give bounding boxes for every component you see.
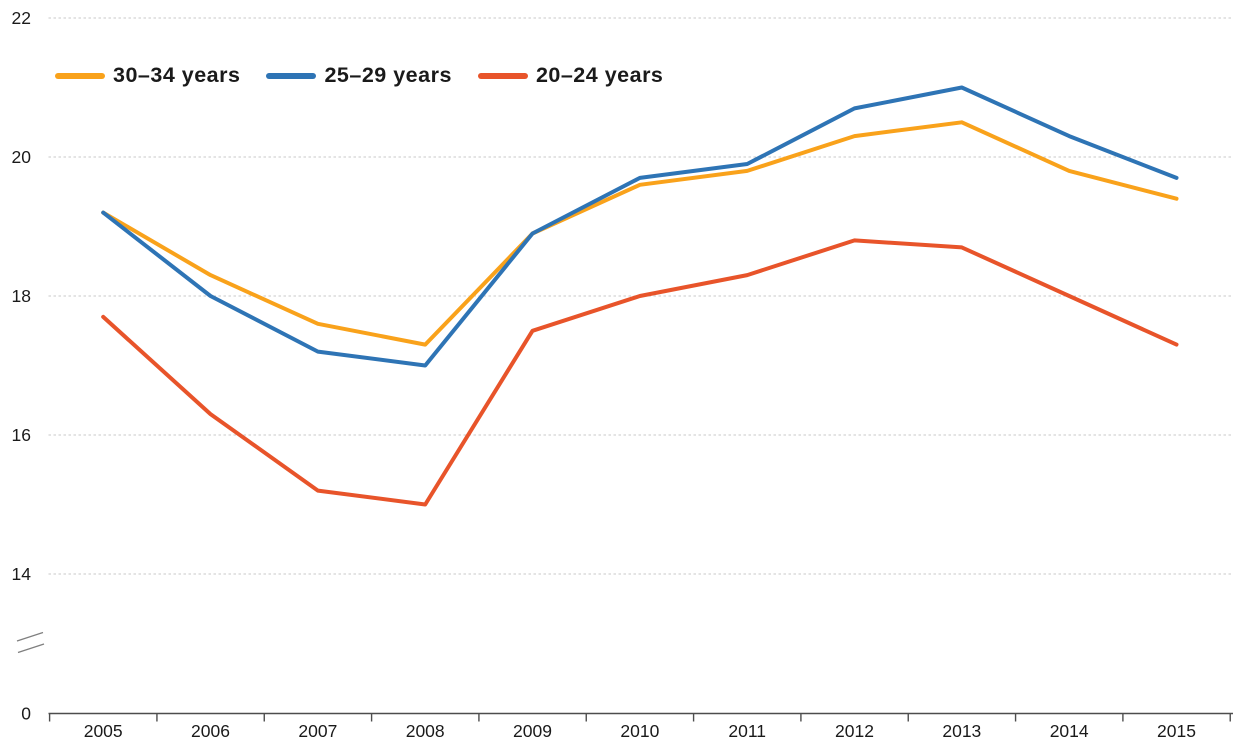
axis-break-icon	[17, 643, 45, 654]
x-axis-label-2011: 2011	[728, 721, 766, 741]
y-axis-label-16: 16	[12, 425, 31, 445]
x-axis-label-2015: 2015	[1157, 721, 1196, 741]
x-axis-label-2006: 2006	[191, 721, 230, 741]
chart-legend: 30–34 years 25–29 years 20–24 years	[55, 63, 663, 88]
legend-item-25-29-years: 25–29 years	[266, 63, 451, 88]
legend-item-30-34-years: 30–34 years	[55, 63, 240, 88]
x-axis-label-2010: 2010	[620, 721, 659, 741]
legend-label: 25–29 years	[324, 63, 452, 87]
x-axis-label-2008: 2008	[406, 721, 445, 741]
series-line-20-24-years	[101, 238, 1179, 507]
axis-break-icon	[16, 631, 44, 642]
legend-line-swatch-icon	[477, 72, 528, 79]
legend-line-swatch-icon	[266, 72, 317, 79]
legend-label: 30–34 years	[113, 63, 241, 87]
legend-label: 20–24 years	[535, 63, 664, 87]
x-axis-label-2005: 2005	[84, 721, 123, 741]
legend-line-swatch-icon	[55, 72, 105, 79]
series-line-25-29-years	[101, 85, 1179, 368]
legend-item-20-24-years: 20–24 years	[477, 63, 664, 88]
x-axis-label-2013: 2013	[942, 721, 981, 741]
x-axis-label-2009: 2009	[513, 721, 552, 741]
y-axis-label-20: 20	[12, 147, 32, 167]
y-axis-label-18: 18	[12, 286, 31, 306]
y-axis-label-22: 22	[12, 8, 31, 28]
x-axis-label-2014: 2014	[1050, 721, 1089, 741]
x-axis-label-2007: 2007	[298, 721, 337, 741]
y-axis-label-0: 0	[21, 704, 31, 724]
x-axis-label-2012: 2012	[835, 721, 874, 741]
y-axis-label-14: 14	[12, 564, 32, 584]
series-line-30-34-years	[101, 120, 1179, 347]
